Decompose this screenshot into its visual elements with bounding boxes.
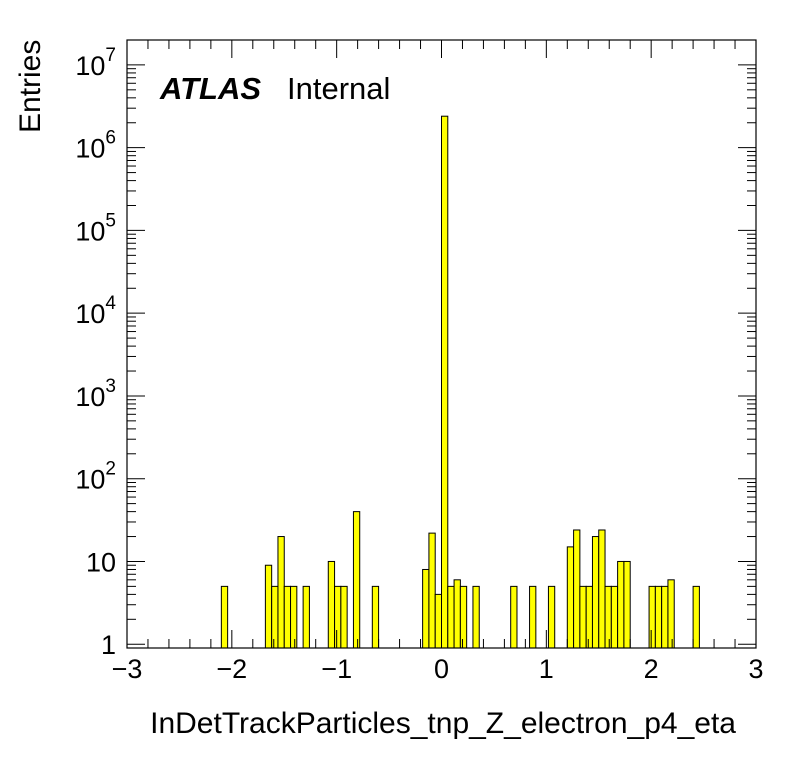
internal-label: Internal <box>287 71 390 106</box>
histogram-bin-34 <box>654 585 663 649</box>
histogram-bin-3 <box>277 536 285 649</box>
histogram-bin-5 <box>290 585 298 649</box>
histogram-bin-36 <box>667 579 675 649</box>
histogram-bin-30 <box>610 585 619 649</box>
x-tick-label: 1 <box>539 654 554 684</box>
y-tick-label: 10 <box>86 548 116 578</box>
histogram-bin-28 <box>598 529 606 649</box>
histogram-bin-37 <box>692 585 700 649</box>
x-tick-label: 0 <box>434 654 449 684</box>
y-axis-title: Entries <box>14 40 47 133</box>
histogram-bin-18 <box>459 585 468 649</box>
histogram-bin-26 <box>585 585 593 649</box>
x-tick-label: −2 <box>216 654 247 684</box>
histogram-bin-4 <box>283 585 292 649</box>
histogram-bin-23 <box>566 546 575 649</box>
histogram-bin-32 <box>623 560 631 649</box>
histogram-bin-11 <box>371 585 380 649</box>
histogram-bin-10 <box>352 511 361 649</box>
histogram-bin-16 <box>447 585 455 649</box>
x-tick-label: 2 <box>644 654 659 684</box>
histogram-bin-21 <box>529 585 537 649</box>
histogram-bin-7 <box>327 560 336 649</box>
y-tick-label: 106 <box>75 128 116 164</box>
x-tick-labels: −3 −2 −1 0 1 2 3 <box>112 654 764 684</box>
y-tick-label: 1 <box>101 630 116 660</box>
histogram-bin-29 <box>604 585 612 649</box>
histogram-bin-12 <box>422 568 430 649</box>
histogram-bin-35 <box>661 585 669 649</box>
histogram-bin-13 <box>428 532 436 649</box>
atlas-label: ATLAS <box>159 71 261 106</box>
histogram-bin-27 <box>591 536 600 649</box>
histogram-bin-31 <box>617 560 625 649</box>
y-tick-labels: 1 10 102 103 104 105 106 107 <box>75 45 116 660</box>
histogram-bin-8 <box>334 585 342 649</box>
histogram-bin-19 <box>472 585 480 649</box>
histogram-bin-24 <box>573 529 581 649</box>
histogram-bin-22 <box>547 585 556 649</box>
y-tick-label: 104 <box>75 293 116 329</box>
x-axis-title: InDetTrackParticles_tnp_Z_electron_p4_et… <box>150 707 736 740</box>
y-tick-label: 102 <box>75 459 116 495</box>
histogram-bin-20 <box>510 585 518 649</box>
histogram-bin-6 <box>302 585 310 649</box>
x-tick-label: −1 <box>321 654 352 684</box>
x-tick-label: −3 <box>112 654 143 684</box>
y-tick-label: 105 <box>75 210 116 246</box>
x-tick-label: 3 <box>748 654 763 684</box>
histogram-bin-14 <box>434 593 442 649</box>
histogram-bin-0 <box>220 585 229 649</box>
histogram-bin-2 <box>271 585 279 649</box>
axis-ticks <box>126 39 757 649</box>
histogram-bin-17 <box>453 579 461 649</box>
histogram-bin-9 <box>340 585 348 649</box>
histogram-bin-15 <box>441 115 449 649</box>
y-tick-label: 103 <box>75 376 116 412</box>
histogram-bin-1 <box>264 564 273 649</box>
histogram-bin-33 <box>648 585 656 649</box>
y-tick-label: 107 <box>75 45 116 81</box>
histogram-bars <box>220 115 700 649</box>
histogram-bin-25 <box>579 585 587 649</box>
